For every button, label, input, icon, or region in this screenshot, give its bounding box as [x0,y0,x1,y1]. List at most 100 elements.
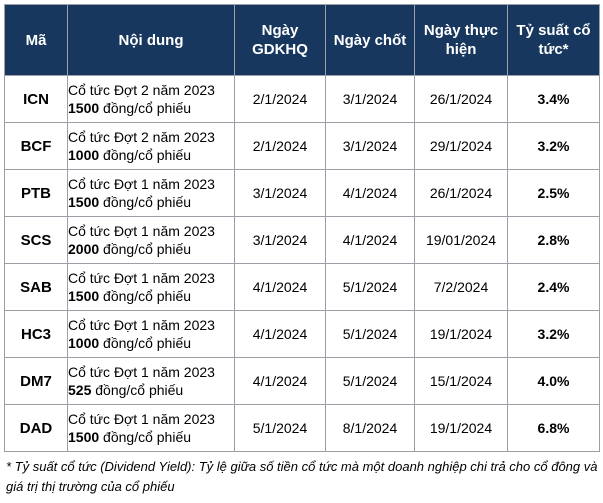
table-row: DAD Cổ tức Đợt 1 năm 2023 1500 đồng/cổ ph… [4,404,600,452]
header-yield: Tỷ suất cổ tức* [507,4,600,76]
cell-ex-date: 4/1/2024 [234,263,326,311]
dividend-amount: 1000 [68,147,100,163]
table-row: BCF Cổ tức Đợt 2 năm 2023 1000 đồng/cổ ph… [4,122,600,170]
cell-record-date: 8/1/2024 [325,404,415,452]
cell-yield: 3.4% [507,75,600,123]
table-body: ICN Cổ tức Đợt 2 năm 2023 1500 đồng/cổ ph… [4,75,600,452]
content-line2: 1000 đồng/cổ phiếu [68,147,191,163]
header-record-date: Ngày chốt [325,4,415,76]
table-header: Mã Nội dung Ngày GDKHQ Ngày chốt Ngày th… [4,4,600,76]
content-line2: 1500 đồng/cổ phiếu [68,429,191,445]
dividend-table: Mã Nội dung Ngày GDKHQ Ngày chốt Ngày th… [4,4,600,452]
cell-yield: 2.8% [507,216,600,264]
cell-code: SCS [4,216,68,264]
header-pay-date-line1: Ngày thực [423,22,499,39]
dividend-amount: 2000 [68,241,100,257]
cell-record-date: 4/1/2024 [325,169,415,217]
cell-record-date: 5/1/2024 [325,310,415,358]
dividend-unit: đồng/cổ phiếu [99,288,192,304]
cell-yield: 4.0% [507,357,600,405]
cell-content: Cổ tức Đợt 1 năm 2023 1500 đồng/cổ phiếu [67,169,235,217]
dividend-unit: đồng/cổ phiếu [99,335,192,351]
cell-pay-date: 19/1/2024 [414,310,508,358]
content-line1: Cổ tức Đợt 1 năm 2023 [68,176,215,192]
dividend-amount: 525 [68,382,92,398]
header-yield-line1: Tỷ suất cổ [516,22,591,39]
cell-record-date: 3/1/2024 [325,75,415,123]
dividend-unit: đồng/cổ phiếu [99,147,192,163]
cell-record-date: 5/1/2024 [325,263,415,311]
content-line1: Cổ tức Đợt 2 năm 2023 [68,129,215,145]
header-ex-date-line2: GDKHQ [252,41,308,58]
dividend-unit: đồng/cổ phiếu [91,382,184,398]
cell-content: Cổ tức Đợt 2 năm 2023 1500 đồng/cổ phiếu [67,75,235,123]
dividend-unit: đồng/cổ phiếu [99,100,192,116]
content-line2: 1500 đồng/cổ phiếu [68,100,191,116]
header-code: Mã [4,4,68,76]
content-line1: Cổ tức Đợt 1 năm 2023 [68,364,215,380]
table-row: SCS Cổ tức Đợt 1 năm 2023 2000 đồng/cổ ph… [4,216,600,264]
cell-code: SAB [4,263,68,311]
dividend-unit: đồng/cổ phiếu [99,194,192,210]
header-ex-date-line1: Ngày [261,22,299,39]
cell-ex-date: 3/1/2024 [234,216,326,264]
content-line1: Cổ tức Đợt 1 năm 2023 [68,411,215,427]
cell-code: ICN [4,75,68,123]
dividend-amount: 1000 [68,335,100,351]
dividend-unit: đồng/cổ phiếu [99,429,192,445]
cell-content: Cổ tức Đợt 1 năm 2023 2000 đồng/cổ phiếu [67,216,235,264]
dividend-unit: đồng/cổ phiếu [99,241,192,257]
dividend-amount: 1500 [68,429,100,445]
cell-code: DM7 [4,357,68,405]
cell-content: Cổ tức Đợt 1 năm 2023 1000 đồng/cổ phiếu [67,310,235,358]
cell-yield: 2.5% [507,169,600,217]
dividend-amount: 1500 [68,100,100,116]
content-line2: 525 đồng/cổ phiếu [68,382,183,398]
content-line1: Cổ tức Đợt 1 năm 2023 [68,317,215,333]
cell-pay-date: 15/1/2024 [414,357,508,405]
cell-ex-date: 2/1/2024 [234,122,326,170]
cell-pay-date: 19/1/2024 [414,404,508,452]
content-line2: 1500 đồng/cổ phiếu [68,288,191,304]
cell-pay-date: 26/1/2024 [414,169,508,217]
cell-yield: 2.4% [507,263,600,311]
cell-pay-date: 29/1/2024 [414,122,508,170]
header-row: Mã Nội dung Ngày GDKHQ Ngày chốt Ngày th… [4,4,600,76]
cell-content: Cổ tức Đợt 1 năm 2023 1500 đồng/cổ phiếu [67,263,235,311]
table-row: SAB Cổ tức Đợt 1 năm 2023 1500 đồng/cổ ph… [4,263,600,311]
cell-record-date: 5/1/2024 [325,357,415,405]
cell-pay-date: 7/2/2024 [414,263,508,311]
cell-yield: 3.2% [507,122,600,170]
cell-pay-date: 26/1/2024 [414,75,508,123]
dividend-amount: 1500 [68,288,100,304]
table-row: PTB Cổ tức Đợt 1 năm 2023 1500 đồng/cổ ph… [4,169,600,217]
content-line1: Cổ tức Đợt 1 năm 2023 [68,270,215,286]
content-line1: Cổ tức Đợt 1 năm 2023 [68,223,215,239]
cell-ex-date: 5/1/2024 [234,404,326,452]
header-pay-date-line2: hiện [445,41,477,58]
cell-record-date: 3/1/2024 [325,122,415,170]
content-line2: 1000 đồng/cổ phiếu [68,335,191,351]
cell-ex-date: 3/1/2024 [234,169,326,217]
cell-ex-date: 4/1/2024 [234,310,326,358]
cell-code: DAD [4,404,68,452]
content-line1: Cổ tức Đợt 2 năm 2023 [68,82,215,98]
cell-content: Cổ tức Đợt 1 năm 2023 1500 đồng/cổ phiếu [67,404,235,452]
footnote: * Tỷ suất cổ tức (Dividend Yield): Tỷ lệ… [6,459,598,494]
cell-code: BCF [4,122,68,170]
cell-ex-date: 4/1/2024 [234,357,326,405]
header-yield-line2: tức* [538,41,569,58]
cell-record-date: 4/1/2024 [325,216,415,264]
cell-pay-date: 19/01/2024 [414,216,508,264]
cell-ex-date: 2/1/2024 [234,75,326,123]
table-row: HC3 Cổ tức Đợt 1 năm 2023 1000 đồng/cổ ph… [4,310,600,358]
content-line2: 1500 đồng/cổ phiếu [68,194,191,210]
table-row: DM7 Cổ tức Đợt 1 năm 2023 525 đồng/cổ phi… [4,357,600,405]
cell-yield: 3.2% [507,310,600,358]
header-content: Nội dung [67,4,235,76]
cell-code: PTB [4,169,68,217]
cell-content: Cổ tức Đợt 2 năm 2023 1000 đồng/cổ phiếu [67,122,235,170]
table-row: ICN Cổ tức Đợt 2 năm 2023 1500 đồng/cổ ph… [4,75,600,123]
content-line2: 2000 đồng/cổ phiếu [68,241,191,257]
dividend-amount: 1500 [68,194,100,210]
